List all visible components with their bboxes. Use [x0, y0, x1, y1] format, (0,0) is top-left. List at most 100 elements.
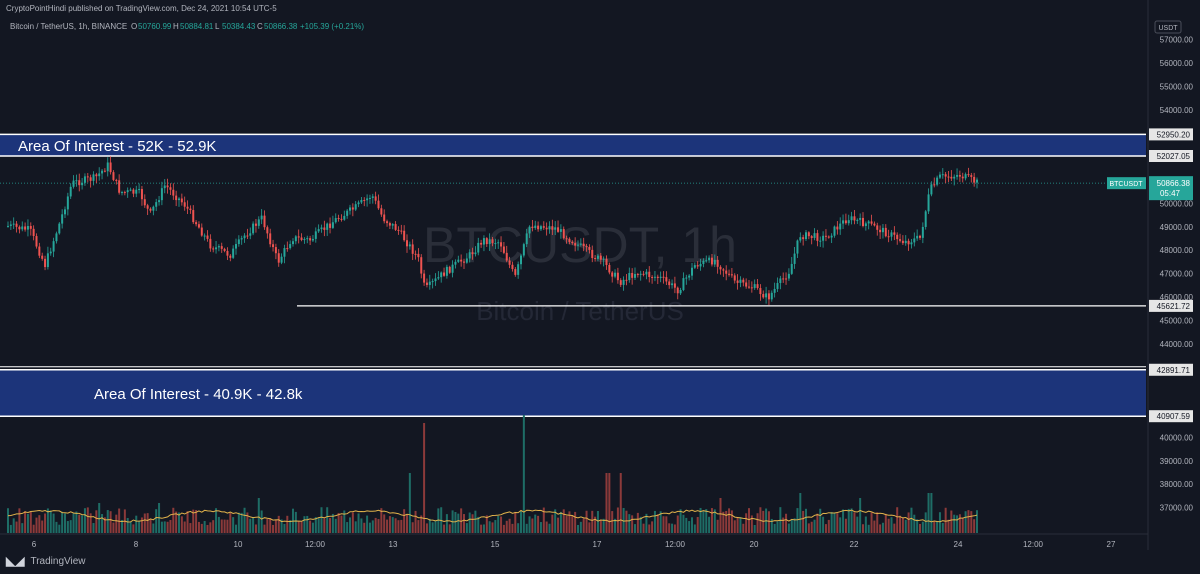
candle-body [599, 255, 602, 260]
volume-bar [317, 517, 320, 533]
volume-bar [830, 511, 833, 533]
candle-body [642, 273, 645, 275]
candle-body [471, 252, 474, 255]
candle-body [477, 242, 480, 253]
candle-body [693, 265, 696, 268]
candle-body [924, 211, 927, 227]
candle-body [884, 227, 887, 237]
volume-bar [215, 508, 218, 533]
candle-body [967, 174, 970, 176]
volume-bar [722, 511, 725, 533]
candle-body [317, 229, 320, 232]
volume-bar [471, 514, 474, 533]
candle-body [976, 179, 978, 183]
volume-bar [160, 521, 163, 533]
volume-bar [708, 516, 711, 533]
volume-bar [357, 513, 360, 533]
volume-bar [106, 510, 109, 533]
candle-body [847, 220, 850, 224]
volume-bar [936, 521, 939, 533]
volume-bar [9, 524, 12, 533]
x-tick-label: 8 [134, 540, 139, 549]
volume-bar [628, 514, 631, 533]
volume-bar [220, 519, 223, 533]
volume-bar [574, 511, 577, 533]
candle-body [309, 238, 312, 241]
candle-body [901, 240, 904, 244]
watermark-name: Bitcoin / TetherUS [476, 296, 684, 326]
candle-body [143, 199, 146, 206]
candle-body [183, 202, 186, 207]
candle-body [745, 282, 748, 287]
volume-bar [673, 524, 676, 533]
volume-bar [443, 524, 446, 533]
volume-bar [571, 515, 574, 533]
candle-body [944, 174, 947, 177]
countdown-label: 05:47 [1160, 189, 1181, 198]
volume-bar [631, 515, 634, 533]
candle-body [765, 293, 768, 298]
candle-body [625, 279, 628, 281]
candle-body [725, 270, 728, 274]
candle-body [129, 189, 132, 191]
volume-bar [280, 519, 283, 533]
candle-body [639, 273, 642, 275]
candle-body [18, 226, 21, 230]
candle-body [269, 233, 272, 245]
x-tick-label: 20 [750, 540, 759, 549]
volume-bar [916, 519, 919, 533]
candle-body [380, 208, 383, 215]
volume-bar [548, 523, 551, 533]
candle-body [713, 259, 716, 265]
candle-body [813, 233, 816, 238]
volume-bar [956, 515, 959, 533]
volume-bar [520, 511, 522, 533]
volume-bar [813, 519, 816, 533]
candle-body [448, 266, 451, 273]
candle-body [294, 236, 297, 242]
candle-body [189, 208, 192, 211]
volume-bar [619, 473, 622, 533]
volume-bar [309, 520, 312, 533]
volume-bar [263, 524, 266, 533]
volume-bar [457, 513, 460, 533]
volume-bar [465, 523, 468, 533]
x-tick-label: 10 [234, 540, 243, 549]
candle-body [64, 209, 66, 215]
volume-bar [26, 513, 29, 533]
candle-body [938, 174, 941, 178]
volume-bar [591, 510, 594, 533]
candle-body [32, 228, 35, 237]
candle-body [160, 188, 163, 201]
volume-bar [92, 523, 95, 533]
volume-bar [115, 514, 118, 533]
volume-bar [596, 511, 599, 533]
volume-bar [329, 518, 332, 533]
ohlc-value: 50866.38 [264, 22, 298, 31]
volume-bar [750, 515, 753, 533]
candle-body [562, 229, 565, 239]
volume-bar [277, 515, 280, 533]
volume-bar [58, 524, 61, 533]
candle-body [235, 244, 237, 249]
volume-bar [334, 518, 337, 533]
candle-body [175, 195, 178, 201]
candle-body [953, 176, 956, 179]
volume-bar [192, 509, 195, 533]
volume-bar [853, 512, 856, 533]
candle-body [728, 273, 731, 275]
candle-body [377, 200, 380, 209]
candle-body [762, 294, 765, 298]
aoi-zone-2 [0, 369, 1146, 417]
volume-bar [565, 515, 568, 533]
candle-body [437, 277, 440, 279]
volume-bar [896, 507, 899, 533]
tradingview-brand[interactable]: ◣◢ TradingView [6, 554, 86, 568]
candle-body [904, 240, 907, 244]
volume-bar [579, 521, 582, 533]
volume-bar [856, 516, 859, 533]
candle-body [805, 232, 807, 240]
candle-body [936, 177, 939, 185]
volume-bar [112, 522, 115, 533]
candle-body [921, 226, 924, 238]
